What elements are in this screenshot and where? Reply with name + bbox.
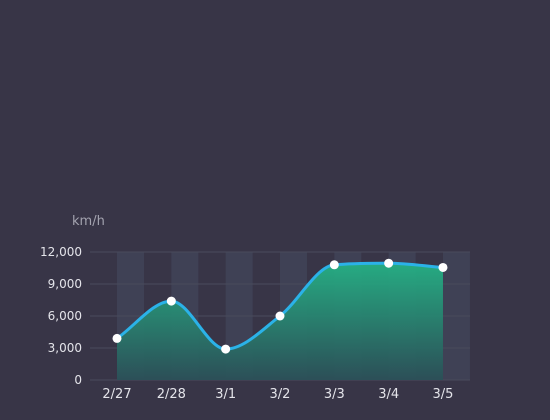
data-point[interactable] xyxy=(384,258,394,268)
data-point[interactable] xyxy=(112,333,122,343)
data-point[interactable] xyxy=(329,260,339,270)
series-area xyxy=(117,263,443,380)
x-tick-label: 3/2 xyxy=(270,387,291,402)
y-axis-unit-label: km/h xyxy=(72,214,105,229)
x-tick-label: 2/28 xyxy=(157,387,186,402)
x-tick-label: 3/1 xyxy=(215,387,236,402)
x-tick-label: 3/5 xyxy=(433,387,454,402)
x-tick-label: 3/4 xyxy=(378,387,399,402)
data-point[interactable] xyxy=(275,311,285,321)
y-tick-label: 6,000 xyxy=(48,309,82,323)
data-point[interactable] xyxy=(166,296,176,306)
y-tick-label: 12,000 xyxy=(40,245,82,259)
y-tick-label: 3,000 xyxy=(48,341,82,355)
data-point[interactable] xyxy=(221,344,231,354)
data-point[interactable] xyxy=(438,262,448,272)
x-tick-label: 3/3 xyxy=(324,387,345,402)
x-tick-label: 2/27 xyxy=(102,387,131,402)
y-tick-label: 9,000 xyxy=(48,277,82,291)
y-tick-label: 0 xyxy=(74,373,82,387)
